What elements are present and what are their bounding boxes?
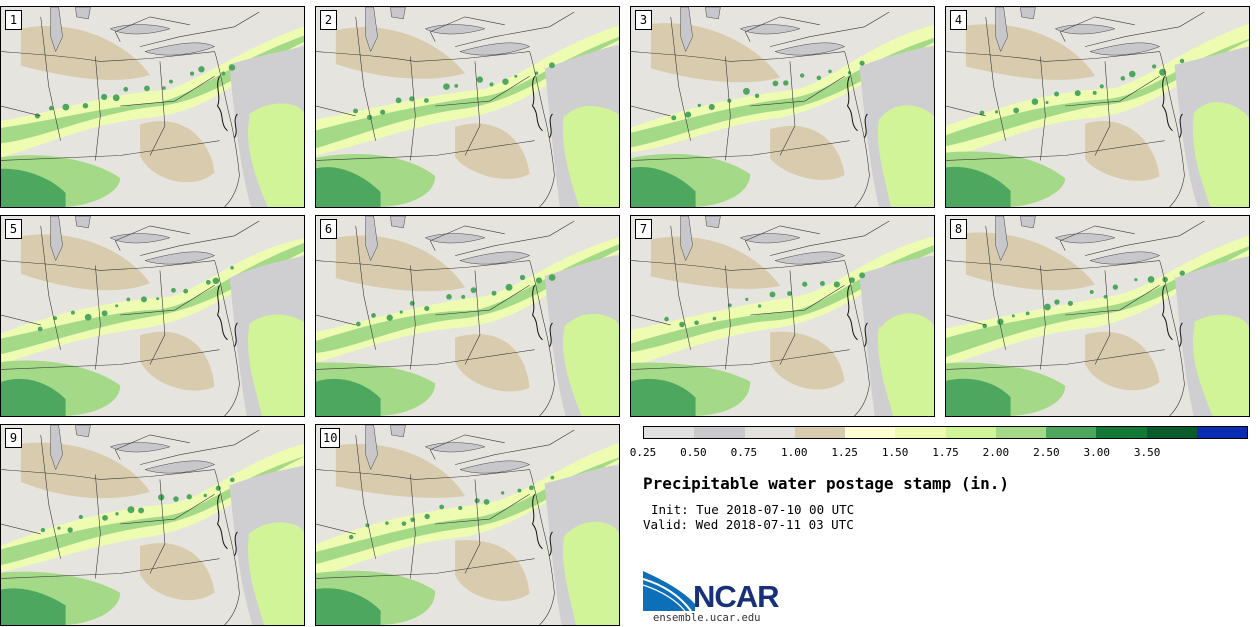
- colorbar-segment: [995, 427, 1046, 438]
- member-number-label: 3: [635, 10, 652, 30]
- ensemble-member-stamp: 6: [315, 215, 620, 417]
- colorbar-tick-label: 0.25: [629, 446, 657, 459]
- stamp-map: [1, 425, 304, 625]
- stamp-map: [316, 425, 619, 625]
- colorbar-segment: [1196, 427, 1247, 438]
- valid-time: Valid: Wed 2018-07-11 03 UTC: [643, 517, 854, 532]
- precipitable-water-colorbar: [643, 426, 1248, 439]
- colorbar-segment: [845, 427, 896, 438]
- ensemble-member-stamp: 5: [0, 215, 305, 417]
- ensemble-member-stamp: 3: [630, 6, 935, 208]
- colorbar-segment: [794, 427, 845, 438]
- ensemble-member-stamp: 7: [630, 215, 935, 417]
- member-number-label: 8: [950, 219, 967, 239]
- stamp-map: [631, 7, 934, 207]
- colorbar-segment: [1046, 427, 1097, 438]
- stamp-map: [1, 7, 304, 207]
- colorbar-tick-label: 0.75: [730, 446, 758, 459]
- colorbar-tick-label: 3.50: [1133, 446, 1161, 459]
- stamp-map: [316, 216, 619, 416]
- colorbar-segment: [1146, 427, 1197, 438]
- member-number-label: 10: [320, 428, 341, 448]
- colorbar-tick-label: 2.00: [982, 446, 1010, 459]
- colorbar-segment: [644, 427, 695, 438]
- ensemble-member-stamp: 2: [315, 6, 620, 208]
- stamp-map: [946, 216, 1249, 416]
- stamp-map: [1, 216, 304, 416]
- colorbar-tick-label: 1.00: [781, 446, 808, 459]
- ensemble-member-stamp: 10: [315, 424, 620, 626]
- ensemble-member-stamp: 4: [945, 6, 1250, 208]
- colorbar-segment: [694, 427, 745, 438]
- colorbar-tick-label: 1.50: [881, 446, 909, 459]
- colorbar-segment: [744, 427, 795, 438]
- ncar-logo-text: NCAR: [693, 579, 780, 614]
- member-number-label: 6: [320, 219, 337, 239]
- colorbar-tick-label: 1.75: [932, 446, 959, 459]
- colorbar-tick-label: 1.25: [831, 446, 858, 459]
- colorbar-tick-label: 2.50: [1033, 446, 1060, 459]
- ensemble-member-stamp: 1: [0, 6, 305, 208]
- ensemble-member-stamp: 8: [945, 215, 1250, 417]
- ensemble-member-stamp: 9: [0, 424, 305, 626]
- colorbar-segment: [1096, 427, 1147, 438]
- member-number-label: 2: [320, 10, 337, 30]
- chart-title: Precipitable water postage stamp (in.): [643, 474, 1010, 493]
- member-number-label: 9: [5, 428, 22, 448]
- colorbar-segment: [945, 427, 996, 438]
- stamp-map: [946, 7, 1249, 207]
- member-number-label: 7: [635, 219, 652, 239]
- colorbar-tick-label: 3.00: [1083, 446, 1111, 459]
- member-number-label: 4: [950, 10, 967, 30]
- stamp-map: [631, 216, 934, 416]
- colorbar-tick-label: 0.50: [680, 446, 707, 459]
- member-number-label: 1: [5, 10, 22, 30]
- ncar-logo-swoosh: [643, 571, 695, 611]
- member-number-label: 5: [5, 219, 22, 239]
- ncar-url: ensemble.ucar.edu: [653, 612, 761, 624]
- init-time: Init: Tue 2018-07-10 00 UTC: [651, 502, 855, 517]
- stamp-map: [316, 7, 619, 207]
- colorbar-segment: [895, 427, 946, 438]
